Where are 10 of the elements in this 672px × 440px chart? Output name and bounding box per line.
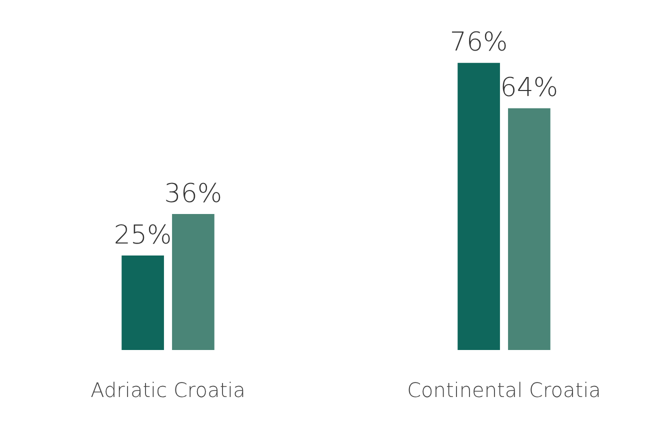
x-tick-label: Adriatic Croatia — [90, 378, 246, 402]
bar — [458, 62, 500, 350]
data-label: 64% — [500, 72, 558, 103]
data-label: 36% — [164, 178, 222, 209]
bar — [508, 108, 550, 350]
data-label: 76% — [450, 28, 508, 58]
x-tick-label: Continental Croatia — [407, 378, 601, 402]
bar — [172, 214, 214, 350]
data-label: 25% — [114, 220, 172, 250]
bar — [122, 256, 164, 350]
